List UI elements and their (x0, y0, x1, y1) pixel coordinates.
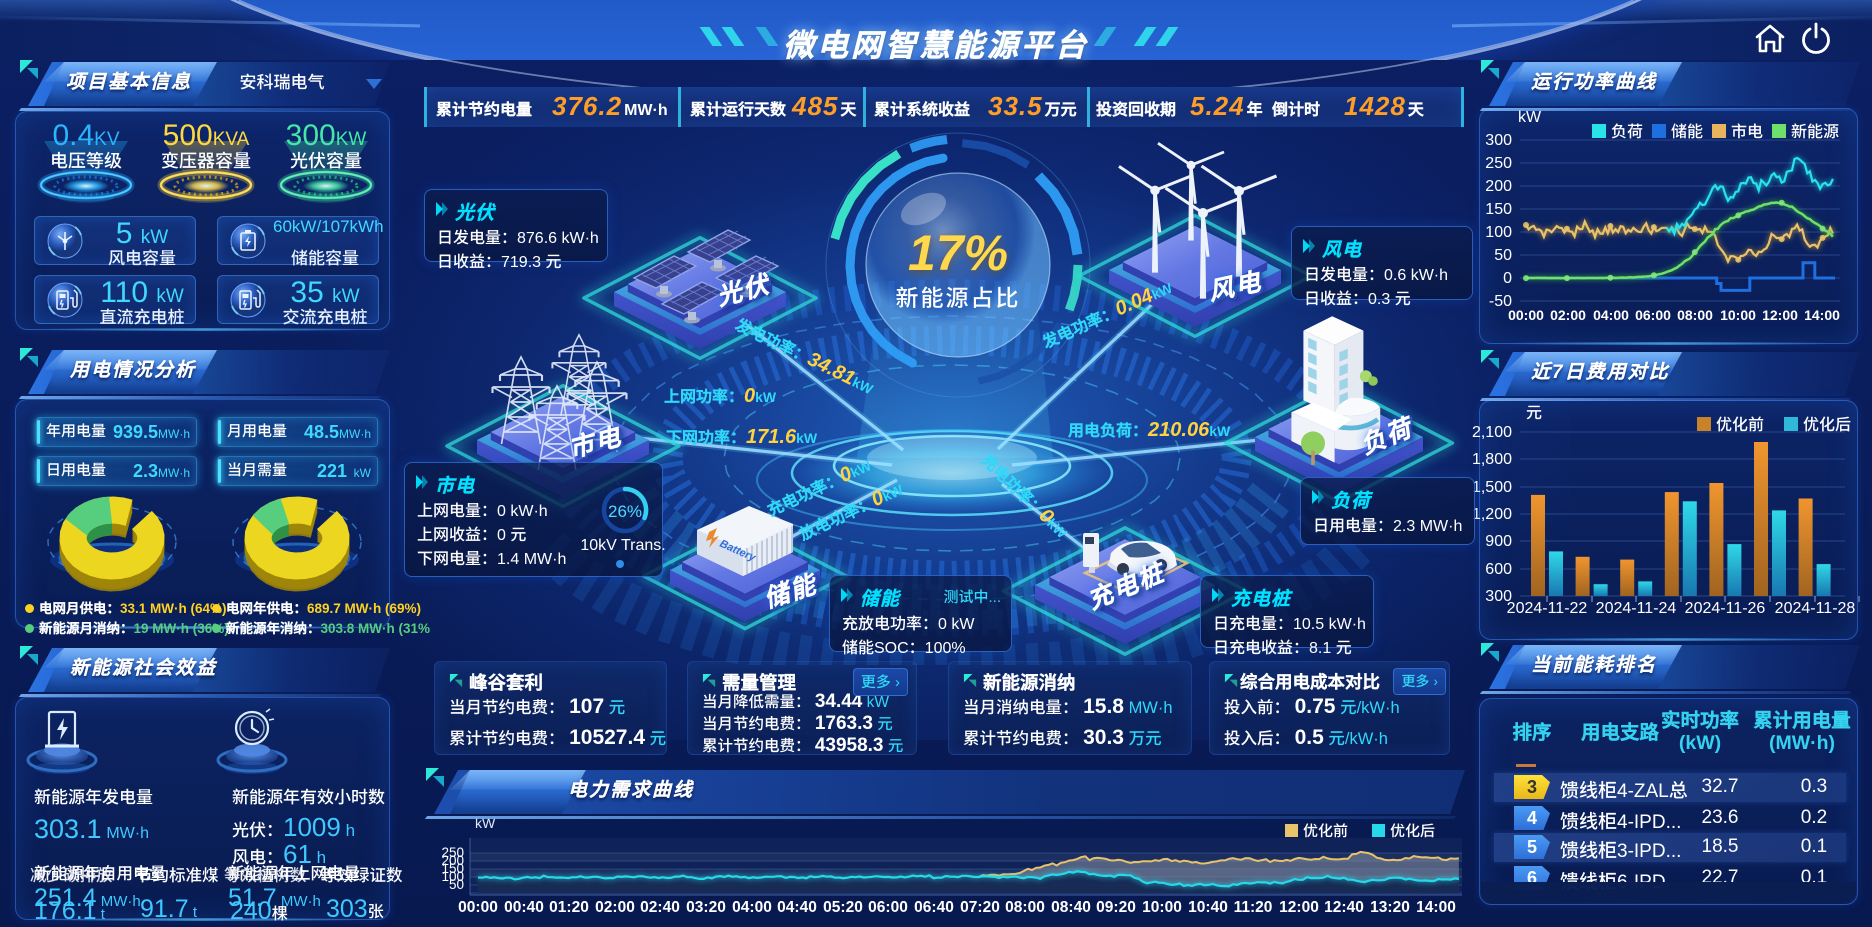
svg-text:10kV Trans.: 10kV Trans. (580, 537, 665, 554)
svg-text:100: 100 (1485, 224, 1512, 241)
svg-text:150: 150 (1485, 201, 1512, 218)
svg-text:优化后: 优化后 (1803, 416, 1851, 434)
svg-text:2024-11-22: 2024-11-22 (1507, 600, 1588, 617)
svg-text:kW: kW (1518, 109, 1542, 126)
svg-text:新能源占比: 新能源占比 (896, 285, 1021, 311)
svg-text:06:00: 06:00 (1635, 307, 1671, 323)
svg-text:08:00: 08:00 (1677, 307, 1713, 323)
svg-text:0: 0 (1503, 270, 1512, 287)
svg-text:900: 900 (1485, 533, 1512, 550)
svg-text:200: 200 (1485, 178, 1512, 195)
svg-text:储能: 储能 (1671, 123, 1703, 141)
svg-text:17%: 17% (908, 225, 1008, 281)
svg-text:26%: 26% (608, 502, 642, 521)
svg-text:2024-11-24: 2024-11-24 (1596, 600, 1677, 617)
svg-text:12:00: 12:00 (1762, 307, 1798, 323)
svg-text:元: 元 (1526, 405, 1542, 422)
svg-text:-50: -50 (1489, 293, 1512, 310)
svg-text:2024-11-28: 2024-11-28 (1775, 600, 1856, 617)
svg-text:250: 250 (1485, 155, 1512, 172)
svg-text:300: 300 (1485, 132, 1512, 149)
svg-text:2,100: 2,100 (1472, 424, 1512, 441)
svg-text:新能源: 新能源 (1791, 123, 1839, 141)
svg-text:市电: 市电 (1731, 123, 1763, 141)
svg-text:00:00: 00:00 (1508, 307, 1544, 323)
svg-text:14:00: 14:00 (1804, 307, 1840, 323)
svg-text:优化前: 优化前 (1716, 416, 1764, 434)
svg-text:50: 50 (1494, 247, 1512, 264)
svg-text:2024-11-26: 2024-11-26 (1685, 600, 1766, 617)
svg-text:1,200: 1,200 (1472, 506, 1512, 523)
svg-text:04:00: 04:00 (1593, 307, 1629, 323)
svg-text:负荷: 负荷 (1611, 123, 1643, 141)
svg-text:10:00: 10:00 (1720, 307, 1756, 323)
svg-text:600: 600 (1485, 561, 1512, 578)
svg-text:02:00: 02:00 (1550, 307, 1586, 323)
svg-text:1,800: 1,800 (1472, 451, 1512, 468)
svg-text:1,500: 1,500 (1472, 479, 1512, 496)
svg-text:300: 300 (1485, 588, 1512, 605)
